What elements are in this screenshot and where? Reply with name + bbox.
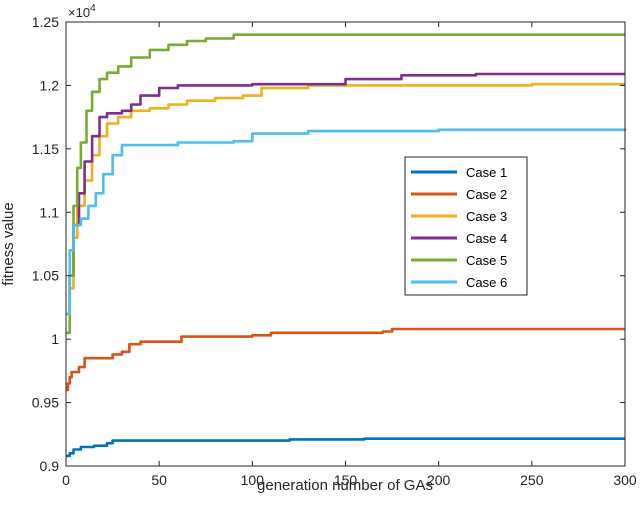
y-tick-label: 1.25 [32,14,59,30]
series-line-case-6 [66,128,627,316]
legend-entry-label: Case 3 [466,209,507,224]
legend-box [404,156,528,296]
x-tick-label: 150 [334,472,358,488]
legend-entry-label: Case 6 [466,275,507,290]
series-line-case-1 [66,437,625,458]
y-tick-label: 1.2 [40,77,60,93]
y-tick-label: 1.05 [32,268,59,284]
x-tick-label: 250 [520,472,544,488]
series-line-case-5 [66,33,625,335]
y-tick-label: 1.1 [40,204,60,220]
series-layer [66,33,627,458]
legend-entry-label: Case 4 [466,231,507,246]
x-axis-label: generation number of GAs [257,477,433,494]
axes-layer: 0 50 100 150 200 250 300 0.9 0.95 1 1.05 1.1 1.15 1.2… [32,14,637,488]
legend-entry-label: Case 5 [466,253,507,268]
y-multiplier-exponent: 4 [90,3,96,14]
y-tick-label: 1 [51,331,59,347]
legend-entry-label: Case 1 [466,165,507,180]
plot-area [66,22,625,466]
y-axis-label: fitness value [0,202,17,285]
y-multiplier: ×104 [68,3,96,20]
series-line-case-2 [66,327,625,392]
x-tick-label: 50 [151,472,167,488]
legend-entry-label: Case 2 [466,187,507,202]
plot-frame [65,21,626,467]
series-line-case-4 [66,72,625,316]
legend: Case 1 Case 2 Case 3 Case 4 Case 5 Case 6 [404,156,528,296]
x-tick-label: 0 [62,472,70,488]
x-tick-label: 300 [613,472,637,488]
y-tick-label: 1.15 [32,141,59,157]
y-tick-label: 0.9 [40,458,60,474]
x-tick-label: 200 [427,472,451,488]
x-tick-label: 100 [241,472,265,488]
y-tick-label: 0.95 [32,395,59,411]
